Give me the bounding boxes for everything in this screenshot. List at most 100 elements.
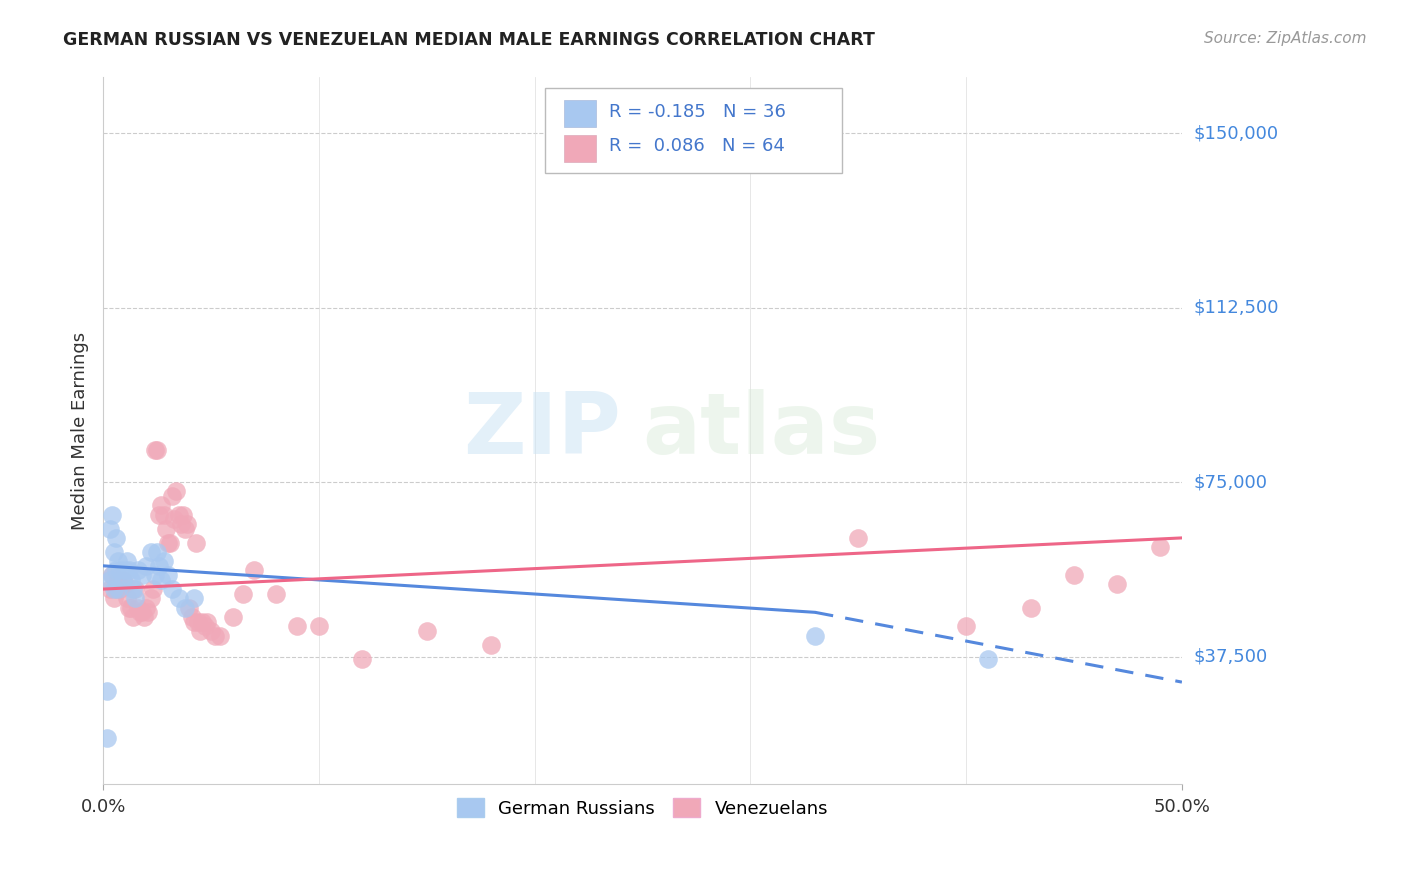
Point	[98, 573, 121, 587]
Point	[110, 582, 132, 596]
Point	[107, 582, 129, 596]
Point	[128, 605, 150, 619]
Point	[105, 582, 128, 596]
Point	[134, 610, 156, 624]
Point	[152, 508, 174, 522]
Point	[156, 568, 179, 582]
Point	[977, 652, 1000, 666]
Point	[166, 484, 188, 499]
Point	[1063, 568, 1085, 582]
Point	[155, 522, 177, 536]
Point	[114, 564, 136, 578]
Point	[96, 684, 118, 698]
Point	[115, 554, 138, 568]
Y-axis label: Median Male Earnings: Median Male Earnings	[72, 332, 89, 530]
Text: $150,000: $150,000	[1194, 124, 1278, 142]
Point	[200, 624, 222, 638]
Bar	[564, 135, 596, 161]
Point	[232, 587, 254, 601]
Point	[146, 545, 169, 559]
Point	[100, 508, 122, 522]
Point	[1149, 540, 1171, 554]
Point	[142, 582, 165, 596]
Point	[204, 629, 226, 643]
Point	[98, 582, 121, 596]
Point	[183, 591, 205, 606]
Point	[120, 573, 142, 587]
Point	[1107, 577, 1129, 591]
Point	[191, 615, 214, 629]
Point	[114, 577, 136, 591]
FancyBboxPatch shape	[546, 88, 842, 173]
Text: R = -0.185   N = 36: R = -0.185 N = 36	[609, 103, 786, 121]
Point	[170, 516, 193, 531]
Point	[115, 591, 138, 606]
Point	[163, 512, 186, 526]
Point	[179, 600, 201, 615]
Point	[208, 629, 231, 643]
Point	[105, 564, 128, 578]
Point	[187, 615, 209, 629]
Point	[143, 442, 166, 457]
Point	[416, 624, 439, 638]
Point	[846, 531, 869, 545]
Point	[1019, 600, 1042, 615]
Point	[103, 582, 125, 596]
Point	[146, 442, 169, 457]
Point	[148, 558, 170, 573]
Point	[135, 558, 157, 573]
Point	[188, 624, 211, 638]
Point	[127, 600, 149, 615]
Text: atlas: atlas	[643, 390, 880, 473]
Point	[110, 564, 132, 578]
Point	[120, 600, 142, 615]
Point	[103, 545, 125, 559]
Point	[243, 564, 266, 578]
Text: $75,000: $75,000	[1194, 473, 1267, 491]
Point	[139, 591, 162, 606]
Point	[105, 531, 128, 545]
Point	[111, 573, 134, 587]
Point	[107, 554, 129, 568]
Point	[150, 499, 173, 513]
Point	[107, 573, 129, 587]
Point	[124, 582, 146, 596]
Point	[308, 619, 330, 633]
Point	[138, 605, 160, 619]
Point	[103, 591, 125, 606]
Point	[160, 489, 183, 503]
Point	[122, 610, 145, 624]
Text: GERMAN RUSSIAN VS VENEZUELAN MEDIAN MALE EARNINGS CORRELATION CHART: GERMAN RUSSIAN VS VENEZUELAN MEDIAN MALE…	[63, 31, 875, 49]
Point	[481, 638, 503, 652]
Text: ZIP: ZIP	[463, 390, 621, 473]
Point	[100, 568, 122, 582]
Point	[152, 554, 174, 568]
Point	[111, 573, 134, 587]
Point	[183, 615, 205, 629]
Point	[193, 619, 215, 633]
Point	[139, 545, 162, 559]
Text: $37,500: $37,500	[1194, 648, 1267, 665]
Point	[150, 573, 173, 587]
Point	[122, 582, 145, 596]
Point	[118, 564, 141, 578]
Point	[156, 535, 179, 549]
Point	[176, 516, 198, 531]
Text: R =  0.086   N = 64: R = 0.086 N = 64	[609, 137, 785, 155]
Point	[172, 508, 194, 522]
Text: $112,500: $112,500	[1194, 299, 1278, 317]
Bar	[564, 100, 596, 127]
Point	[98, 522, 121, 536]
Point	[195, 615, 218, 629]
Point	[148, 508, 170, 522]
Point	[180, 610, 202, 624]
Point	[118, 600, 141, 615]
Point	[174, 522, 197, 536]
Point	[174, 600, 197, 615]
Point	[804, 629, 827, 643]
Point	[131, 605, 153, 619]
Point	[285, 619, 308, 633]
Point	[221, 610, 243, 624]
Point	[160, 582, 183, 596]
Point	[350, 652, 373, 666]
